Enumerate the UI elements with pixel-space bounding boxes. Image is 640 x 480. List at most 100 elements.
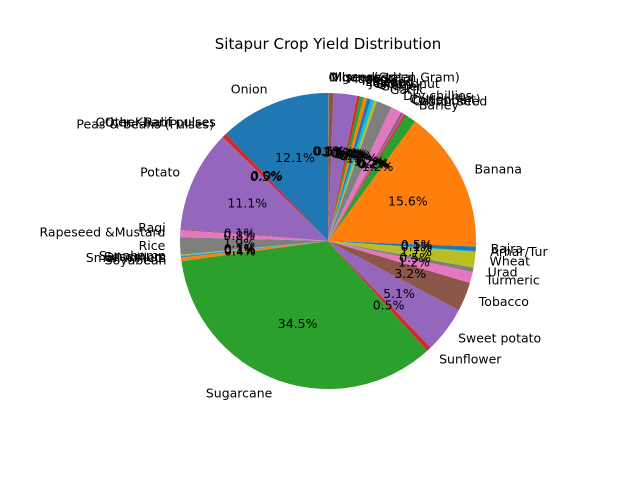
slice-label-onion: Onion xyxy=(231,81,268,96)
percent-label-coriander: 0.2% xyxy=(357,156,389,171)
percent-label-sweet-potato: 5.1% xyxy=(383,286,415,301)
percent-label-castor-seed: 0.2% xyxy=(358,157,390,172)
slice-cotton-lint xyxy=(328,112,403,242)
percent-label-bajra: 0.5% xyxy=(401,237,433,252)
slice-rapeseed-mustard xyxy=(180,229,328,241)
slice-maize xyxy=(328,95,361,242)
percent-label-gram: 0.4% xyxy=(339,148,371,163)
slice-label-maize: Maize xyxy=(362,73,398,88)
slice-label-peas-beans-pulses: Peas & beans (Pulses) xyxy=(76,116,214,131)
percent-label-other-rabi-pulses: 0.0% xyxy=(251,168,283,183)
slice-label-turmeric: Turmeric xyxy=(485,273,540,288)
slice-label-moong-green-gram: Moong(Green Gram) xyxy=(332,70,460,85)
percent-label-rapeseed-mustard: 0.8% xyxy=(223,228,255,243)
slice-label-oilseeds-total: Oilseeds total xyxy=(329,70,415,85)
slice-label-ragi: Ragi xyxy=(138,220,165,235)
slice-label-wheat: Wheat xyxy=(489,253,530,268)
percent-label-urad: 0.5% xyxy=(399,250,431,265)
slice-coriander xyxy=(328,113,405,241)
slice-label-sugarcane: Sugarcane xyxy=(206,385,273,400)
slice-label-sunflower: Sunflower xyxy=(439,352,502,367)
percent-label-ragi: 0.1% xyxy=(224,226,256,241)
slice-label-urad: Urad xyxy=(488,264,518,279)
percent-label-peas-beans-pulses: 0.5% xyxy=(250,169,282,184)
slice-ragi xyxy=(180,229,328,241)
slice-oilseeds-total xyxy=(328,92,329,241)
percent-label-cotton-lint: 0.2% xyxy=(357,156,389,171)
slice-label-groundnut: Groundnut xyxy=(373,76,440,91)
slice-label-tobacco: Tobacco xyxy=(478,294,529,309)
slice-label-jowar: Jowar xyxy=(368,75,404,90)
percent-label-soyabean: 0.4% xyxy=(224,244,256,259)
slice-wheat xyxy=(328,241,476,268)
slice-masoor xyxy=(328,93,358,241)
percent-label-masoor: 2.6% xyxy=(323,144,355,159)
percent-label-tobacco: 3.2% xyxy=(394,266,426,281)
percent-label-rice: 1.9% xyxy=(223,236,255,251)
percent-label-banana: 15.6% xyxy=(388,194,428,209)
percent-label-sesamum: 0.1% xyxy=(224,242,256,257)
slice-soyabean xyxy=(180,241,328,262)
percent-label-sugarcane: 34.5% xyxy=(278,316,318,331)
slice-rice xyxy=(180,237,328,255)
slice-gram xyxy=(328,99,375,241)
slice-potato xyxy=(180,137,328,241)
percent-label-turmeric: 1.2% xyxy=(398,254,430,269)
slice-label-gram: Gram xyxy=(377,77,412,92)
pie-slices xyxy=(180,92,477,390)
slice-label-bajra: Bajra xyxy=(491,241,524,256)
percent-label-other-kharif-pulses: 0.0% xyxy=(251,168,283,183)
slice-label-rice: Rice xyxy=(139,238,166,253)
slice-label-banana: Banana xyxy=(474,161,521,176)
slice-sesamum xyxy=(180,241,328,257)
percent-label-oilseeds-total: 0.1% xyxy=(312,144,344,159)
slice-moong-green-gram xyxy=(328,93,334,241)
percent-label-barley: 1.2% xyxy=(362,159,394,174)
slice-label-rapeseed-mustard: Rapeseed &Mustard xyxy=(40,224,166,239)
slice-arhar-tur xyxy=(328,241,476,253)
slice-label-arhar-tur: Arhar/Tur xyxy=(490,244,548,259)
slice-banana xyxy=(328,121,477,247)
slice-label-small-millets: Small millets xyxy=(86,250,166,265)
percent-label-ginger: 0.3% xyxy=(341,148,373,163)
slice-dry-chillies xyxy=(328,107,402,241)
percent-label-moong-green-gram: 0.5% xyxy=(314,144,346,159)
slice-label-dry-chillies: Dry chillies xyxy=(403,88,472,103)
percent-label-onion: 12.1% xyxy=(275,150,315,165)
slice-garlic xyxy=(328,101,392,241)
slice-urad xyxy=(328,241,474,273)
slice-label-ginger: Ginger xyxy=(380,78,423,93)
slice-groundnut xyxy=(328,98,371,241)
percent-labels: 12.1%0.0%0.0%0.5%11.1%0.1%0.8%1.9%0.1%0.… xyxy=(223,144,432,331)
slice-label-coriander: Coriander xyxy=(411,93,473,108)
slice-label-castor-seed: Castor seed xyxy=(413,94,487,109)
slice-label-other-kharif-pulses: Other Kharif pulses xyxy=(96,115,216,130)
slice-turmeric xyxy=(328,241,473,283)
slice-small-millets xyxy=(180,241,328,258)
slice-label-other-rabi-pulses: Other Rabi pulses xyxy=(105,115,216,130)
slice-label-garlic: Garlic xyxy=(390,82,426,97)
slice-peas-beans-pulses xyxy=(222,133,328,241)
slice-label-potato: Potato xyxy=(140,165,180,180)
percent-label-sunflower: 0.5% xyxy=(373,297,405,312)
percent-label-small-millets: 0.1% xyxy=(224,242,256,257)
slice-label-sannhamp: Sannhamp xyxy=(99,248,166,263)
percent-label-linseed: 0.4% xyxy=(332,146,364,161)
slice-linseed xyxy=(328,96,364,241)
slice-label-niger-seed: Niger seed xyxy=(329,70,396,85)
slice-bajra xyxy=(328,241,476,252)
slice-label-sesamum: Sesamum xyxy=(104,249,166,264)
slice-jowar xyxy=(328,97,368,241)
slice-sannhamp xyxy=(180,241,328,256)
slice-castor-seed xyxy=(328,114,406,241)
slice-label-soyabean: Soyabean xyxy=(105,253,167,268)
slice-ginger xyxy=(328,100,377,241)
percent-label-niger-seed: 0.0% xyxy=(313,144,345,159)
slice-sunflower xyxy=(328,241,431,351)
percent-label-sannhamp: 0.1% xyxy=(224,241,256,256)
percent-label-dry-chillies: 1.2% xyxy=(353,154,385,169)
slice-tobacco xyxy=(328,241,470,311)
